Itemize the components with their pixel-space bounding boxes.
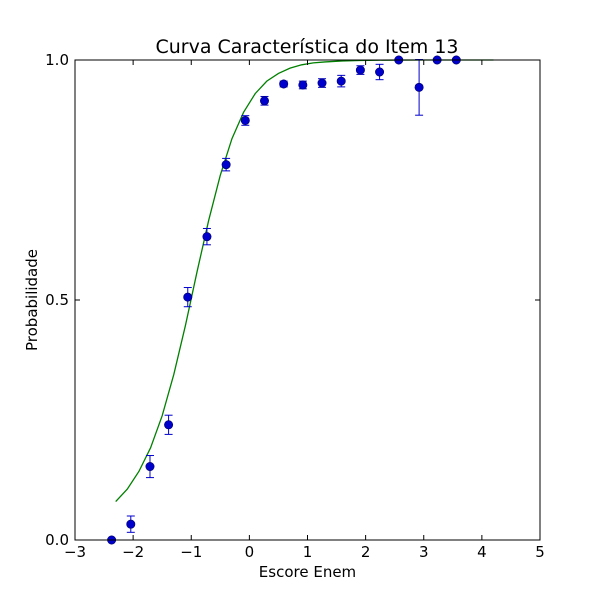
data-point xyxy=(145,462,155,472)
data-point xyxy=(298,80,308,90)
x-tick-label: 2 xyxy=(361,543,371,561)
axis-ticks: −3 −2 −1 0 1 2 3 4 5 0.0 0.5 1.0 xyxy=(45,51,545,561)
chart-title: Curva Característica do Item 13 xyxy=(155,36,458,58)
data-point xyxy=(202,232,212,242)
x-tick-label: 3 xyxy=(419,543,429,561)
data-point xyxy=(317,78,327,88)
data-point xyxy=(126,519,136,529)
x-tick-label: −3 xyxy=(64,543,86,561)
y-tick-label: 0.0 xyxy=(45,531,69,549)
data-point xyxy=(375,67,385,77)
data-point xyxy=(355,65,365,75)
y-tick-label: 1.0 xyxy=(45,51,69,69)
data-point xyxy=(336,76,346,86)
x-tick-label: 1 xyxy=(303,543,313,561)
x-tick-label: 4 xyxy=(477,543,487,561)
data-point xyxy=(221,160,231,170)
y-tick-label: 0.5 xyxy=(45,291,69,309)
x-tick-label: 0 xyxy=(245,543,255,561)
data-point xyxy=(279,79,289,89)
x-axis-label: Escore Enem xyxy=(259,563,356,581)
data-point xyxy=(259,96,269,106)
data-point xyxy=(414,82,424,92)
data-point xyxy=(240,115,250,125)
data-point xyxy=(183,292,193,302)
x-tick-label: 5 xyxy=(535,543,545,561)
x-tick-label: −2 xyxy=(122,543,144,561)
data-point xyxy=(164,420,174,430)
y-axis-label: Probabilidade xyxy=(23,249,41,351)
x-tick-label: −1 xyxy=(180,543,202,561)
